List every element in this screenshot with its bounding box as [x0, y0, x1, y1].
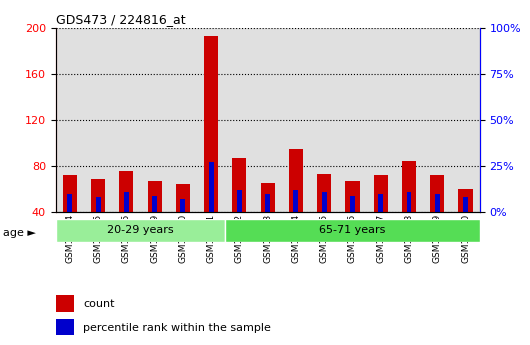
Text: age ►: age ►	[3, 228, 36, 238]
Bar	[402, 161, 416, 212]
Bar	[374, 175, 388, 212]
Bar	[261, 183, 275, 212]
Bar	[124, 192, 129, 212]
Bar	[430, 175, 444, 212]
Bar	[204, 36, 218, 212]
Bar	[225, 219, 480, 242]
Bar	[147, 181, 162, 212]
Bar	[407, 192, 411, 212]
Bar	[119, 171, 134, 212]
Bar	[56, 319, 74, 335]
Bar	[322, 192, 326, 212]
Bar	[265, 194, 270, 212]
Bar	[56, 219, 225, 242]
Bar	[350, 196, 355, 212]
Bar	[435, 194, 440, 212]
Bar	[232, 158, 246, 212]
Bar	[180, 199, 186, 212]
Bar	[152, 196, 157, 212]
Bar	[67, 194, 72, 212]
Text: percentile rank within the sample: percentile rank within the sample	[83, 323, 271, 333]
Bar	[209, 162, 214, 212]
Text: count: count	[83, 299, 114, 309]
Bar	[463, 197, 468, 212]
Bar	[294, 190, 298, 212]
Text: GDS473 / 224816_at: GDS473 / 224816_at	[56, 13, 186, 27]
Bar	[346, 181, 359, 212]
Bar	[237, 190, 242, 212]
Bar	[458, 189, 473, 212]
Text: 20-29 years: 20-29 years	[107, 225, 174, 235]
Bar	[63, 175, 77, 212]
Bar	[56, 295, 74, 312]
Bar	[91, 179, 105, 212]
Bar	[289, 149, 303, 212]
Text: 65-71 years: 65-71 years	[319, 225, 386, 235]
Bar	[378, 194, 383, 212]
Bar	[317, 174, 331, 212]
Bar	[176, 185, 190, 212]
Bar	[95, 197, 101, 212]
